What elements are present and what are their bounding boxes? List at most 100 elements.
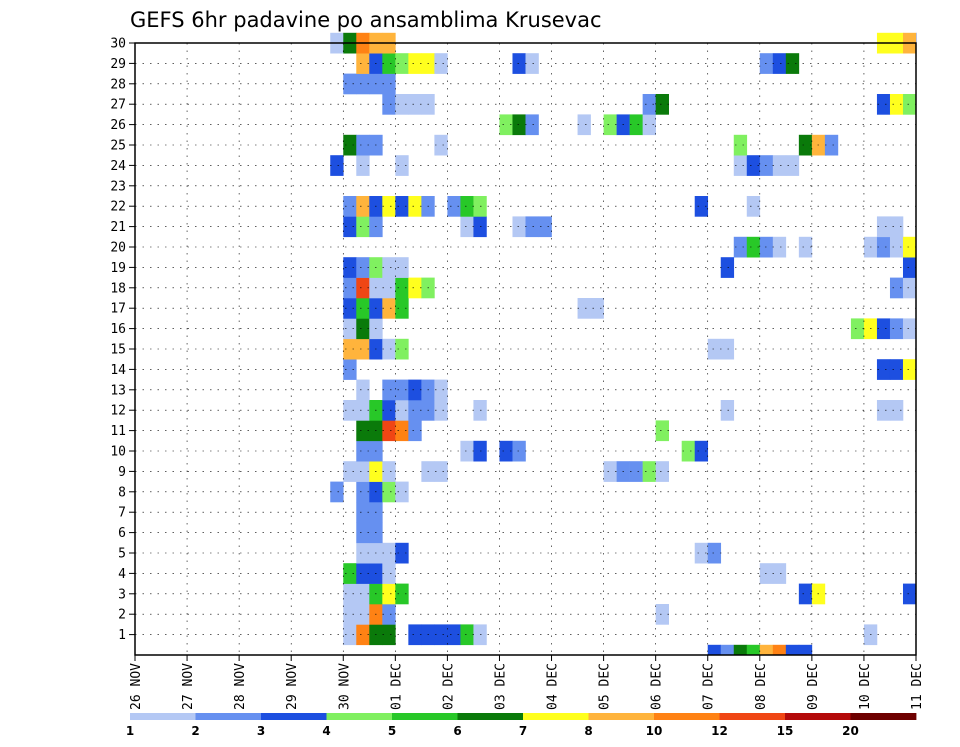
precip-cell	[656, 420, 669, 441]
data-cells	[330, 33, 916, 656]
precip-cell	[395, 400, 408, 421]
legend-label: 12	[711, 724, 728, 738]
precip-cell	[708, 339, 721, 360]
legend-swatch	[458, 713, 524, 720]
precip-cell	[395, 53, 408, 74]
precip-cell	[604, 114, 617, 135]
y-tick-label: 12	[110, 404, 126, 419]
precip-cell	[773, 53, 786, 74]
legend-label: 10	[646, 724, 663, 738]
x-tick-label: 28 NOV	[233, 663, 248, 710]
precip-cell	[382, 278, 395, 299]
precip-cell	[460, 216, 473, 237]
legend-swatch	[261, 713, 327, 720]
legend-swatch	[720, 713, 786, 720]
x-tick-label: 03 DEC	[494, 663, 509, 710]
y-tick-label: 5	[118, 547, 126, 562]
x-tick-label: 30 NOV	[337, 663, 352, 710]
precip-cell	[382, 482, 395, 503]
x-tick-label: 09 DEC	[806, 663, 821, 710]
precip-cell	[408, 380, 421, 401]
legend-swatch	[785, 713, 851, 720]
precip-cell	[734, 645, 747, 656]
legend-swatch	[589, 713, 655, 720]
precip-cell	[773, 645, 786, 656]
y-tick-label: 20	[110, 241, 126, 256]
x-tick-label: 10 DEC	[858, 663, 873, 710]
precip-cell	[395, 380, 408, 401]
legend-label: 8	[584, 724, 592, 738]
legend-swatch	[196, 713, 262, 720]
y-tick-label: 22	[110, 200, 126, 215]
precip-cell	[656, 604, 669, 625]
precip-cell	[786, 645, 799, 656]
precip-cell	[721, 400, 734, 421]
y-axis: 1234567891011121314151617181920212223242…	[110, 37, 135, 644]
y-tick-label: 25	[110, 139, 126, 154]
y-tick-label: 23	[110, 179, 126, 194]
precip-cell	[656, 461, 669, 482]
precip-cell	[460, 624, 473, 645]
x-tick-label: 06 DEC	[650, 663, 665, 710]
y-tick-label: 6	[118, 526, 126, 541]
precip-cell	[903, 94, 916, 115]
precip-cell	[604, 461, 617, 482]
precip-cell	[382, 624, 395, 645]
precip-cell	[395, 482, 408, 503]
x-tick-label: 04 DEC	[546, 663, 561, 710]
precip-cell	[382, 420, 395, 441]
legend-label: 6	[453, 724, 461, 738]
precip-cell	[760, 645, 773, 656]
precip-cell	[382, 196, 395, 217]
legend-label: 15	[777, 724, 794, 738]
y-tick-label: 4	[118, 567, 126, 582]
y-tick-label: 3	[118, 587, 126, 602]
x-tick-label: 05 DEC	[598, 663, 613, 710]
precip-cell	[395, 257, 408, 278]
precip-cell	[408, 420, 421, 441]
y-tick-label: 7	[118, 506, 126, 521]
y-tick-label: 2	[118, 608, 126, 623]
precip-cell	[382, 298, 395, 319]
precip-cell	[799, 645, 812, 656]
legend-label: 7	[519, 724, 527, 738]
y-tick-label: 29	[110, 57, 126, 72]
precip-cell	[773, 155, 786, 176]
precip-cell	[903, 359, 916, 380]
precip-cell	[526, 114, 539, 135]
x-tick-label: 11 DEC	[910, 663, 925, 710]
precip-cell	[903, 278, 916, 299]
x-tick-label: 26 NOV	[129, 663, 144, 710]
precip-cell	[526, 53, 539, 74]
legend-swatch	[851, 713, 917, 720]
legend-label: 5	[388, 724, 396, 738]
precip-cell	[330, 482, 343, 503]
chart-title: GEFS 6hr padavine po ansamblima Krusevac	[130, 8, 602, 32]
precip-cell	[395, 94, 408, 115]
y-tick-label: 30	[110, 37, 126, 52]
precip-cell	[512, 216, 525, 237]
x-tick-label: 07 DEC	[702, 663, 717, 710]
legend-label: 1	[126, 724, 134, 738]
precip-cell	[382, 584, 395, 605]
precip-cell	[773, 237, 786, 258]
y-tick-label: 17	[110, 302, 126, 317]
precip-cell	[512, 114, 525, 135]
precip-cell	[395, 155, 408, 176]
precip-cell	[408, 94, 421, 115]
precip-cell	[851, 318, 864, 339]
precip-cell	[721, 257, 734, 278]
precip-cell	[526, 216, 539, 237]
y-tick-label: 24	[110, 159, 126, 174]
precip-cell	[382, 400, 395, 421]
legend-swatch	[327, 713, 393, 720]
precip-cell	[721, 339, 734, 360]
y-tick-label: 18	[110, 281, 126, 296]
precip-cell	[630, 114, 643, 135]
precip-cell	[460, 441, 473, 462]
precip-cell	[395, 278, 408, 299]
precip-cell	[747, 645, 760, 656]
